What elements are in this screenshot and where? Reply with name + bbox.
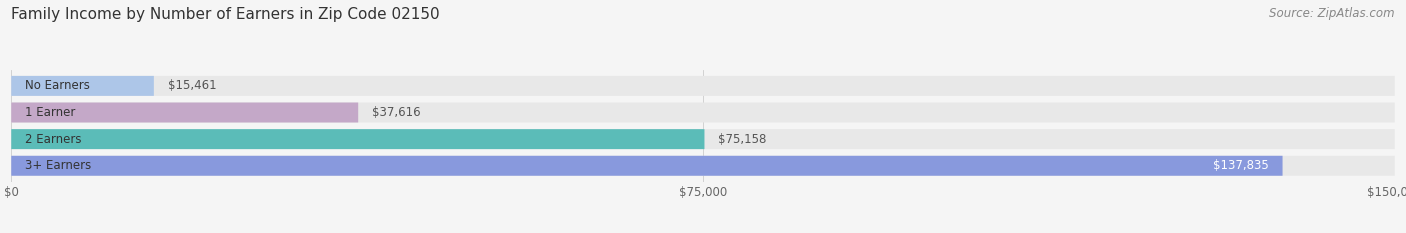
Text: Source: ZipAtlas.com: Source: ZipAtlas.com bbox=[1270, 7, 1395, 20]
Text: $137,835: $137,835 bbox=[1213, 159, 1268, 172]
FancyBboxPatch shape bbox=[11, 156, 1395, 176]
FancyBboxPatch shape bbox=[11, 76, 153, 96]
Text: 1 Earner: 1 Earner bbox=[25, 106, 76, 119]
FancyBboxPatch shape bbox=[11, 103, 359, 123]
Text: $15,461: $15,461 bbox=[167, 79, 217, 92]
Text: Family Income by Number of Earners in Zip Code 02150: Family Income by Number of Earners in Zi… bbox=[11, 7, 440, 22]
FancyBboxPatch shape bbox=[11, 156, 1282, 176]
Text: 2 Earners: 2 Earners bbox=[25, 133, 82, 146]
FancyBboxPatch shape bbox=[11, 103, 1395, 123]
FancyBboxPatch shape bbox=[11, 76, 1395, 96]
FancyBboxPatch shape bbox=[11, 129, 704, 149]
Text: 3+ Earners: 3+ Earners bbox=[25, 159, 91, 172]
Text: No Earners: No Earners bbox=[25, 79, 90, 92]
Text: $37,616: $37,616 bbox=[373, 106, 420, 119]
Text: $75,158: $75,158 bbox=[718, 133, 766, 146]
FancyBboxPatch shape bbox=[11, 129, 1395, 149]
